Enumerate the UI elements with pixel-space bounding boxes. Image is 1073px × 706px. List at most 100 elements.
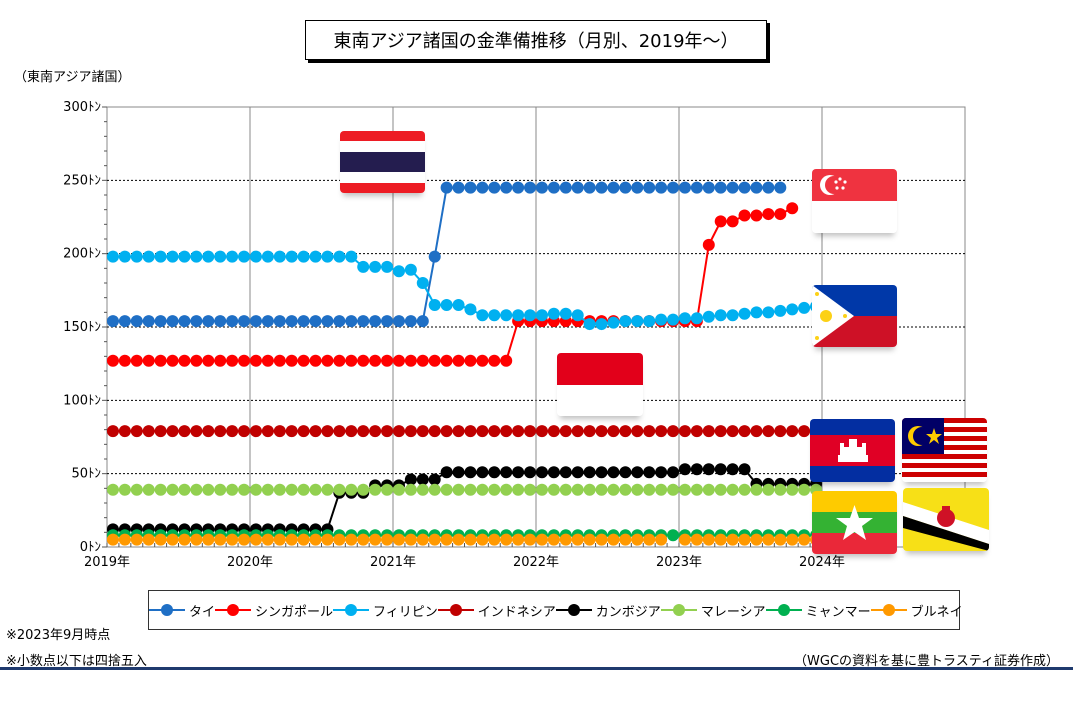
data-point xyxy=(750,181,763,194)
data-point xyxy=(786,425,799,438)
data-point xyxy=(643,315,656,328)
cambodia-flag xyxy=(810,419,895,482)
data-point xyxy=(249,354,262,367)
legend-swatch xyxy=(870,604,907,616)
data-point xyxy=(750,483,763,496)
data-point xyxy=(321,533,334,546)
data-point xyxy=(655,313,668,326)
data-point xyxy=(678,425,691,438)
data-point xyxy=(154,250,167,263)
data-point xyxy=(631,533,644,546)
legend-item: フィリピン xyxy=(333,601,438,620)
data-point xyxy=(333,425,346,438)
data-point xyxy=(202,315,215,328)
chart-legend: タイ シンガポール フィリピン インドネシア カンボジア マレーシア ミャンマー ブルネイ xyxy=(148,590,963,630)
data-point xyxy=(524,425,537,438)
data-point xyxy=(583,425,596,438)
data-point xyxy=(106,250,119,263)
data-point xyxy=(333,533,346,546)
data-point xyxy=(309,354,322,367)
data-point xyxy=(416,483,429,496)
data-point xyxy=(404,473,417,486)
data-point xyxy=(655,466,668,479)
data-point xyxy=(702,310,715,323)
data-point xyxy=(404,533,417,546)
y-tick-label: 200ﾄﾝ xyxy=(63,247,101,262)
data-point xyxy=(655,483,668,496)
data-point xyxy=(583,483,596,496)
data-point xyxy=(249,425,262,438)
data-point xyxy=(154,315,167,328)
indonesia-flag-graphic xyxy=(557,353,643,416)
data-point xyxy=(106,483,119,496)
data-point xyxy=(440,181,453,194)
data-point xyxy=(619,466,632,479)
legend-swatch xyxy=(437,604,474,616)
data-point xyxy=(786,533,799,546)
data-point xyxy=(547,425,560,438)
data-point xyxy=(381,425,394,438)
data-point xyxy=(690,181,703,194)
data-point xyxy=(238,354,251,367)
singapore-flag-graphic xyxy=(812,169,897,233)
data-point xyxy=(285,315,298,328)
data-point xyxy=(178,533,191,546)
data-point xyxy=(261,533,274,546)
data-point xyxy=(440,425,453,438)
data-point xyxy=(571,181,584,194)
data-point xyxy=(404,315,417,328)
data-point xyxy=(535,483,548,496)
data-point xyxy=(690,483,703,496)
data-point xyxy=(690,312,703,325)
data-point xyxy=(369,533,382,546)
data-point xyxy=(238,250,251,263)
data-point xyxy=(667,425,680,438)
data-point xyxy=(571,466,584,479)
data-point xyxy=(762,425,775,438)
data-point xyxy=(631,483,644,496)
data-point xyxy=(297,354,310,367)
legend-item: マレーシア xyxy=(660,601,766,620)
data-point xyxy=(786,483,799,496)
data-point xyxy=(607,533,620,546)
data-point xyxy=(321,483,334,496)
note-as-of: ※2023年9月時点 xyxy=(6,628,111,643)
data-point xyxy=(416,354,429,367)
data-point xyxy=(166,533,179,546)
legend-label: ブルネイ xyxy=(910,604,963,620)
data-point xyxy=(369,354,382,367)
data-point xyxy=(512,466,525,479)
data-point xyxy=(214,354,227,367)
data-point xyxy=(678,483,691,496)
x-tick-label: 2023年 xyxy=(656,555,702,570)
data-point xyxy=(583,533,596,546)
data-point xyxy=(166,354,179,367)
data-point xyxy=(309,425,322,438)
data-point xyxy=(476,466,489,479)
data-point xyxy=(571,425,584,438)
data-point xyxy=(738,209,751,222)
legend-item: ミャンマー xyxy=(765,601,871,620)
data-point xyxy=(118,425,131,438)
data-point xyxy=(357,483,370,496)
data-point xyxy=(643,533,656,546)
data-point xyxy=(357,315,370,328)
data-point xyxy=(392,533,405,546)
data-point xyxy=(738,483,751,496)
data-point xyxy=(595,425,608,438)
data-point xyxy=(702,425,715,438)
data-point xyxy=(762,181,775,194)
brunei-flag xyxy=(903,488,989,551)
data-point xyxy=(488,309,501,322)
data-point xyxy=(297,425,310,438)
data-point xyxy=(488,483,501,496)
data-point xyxy=(345,315,358,328)
data-point xyxy=(321,354,334,367)
data-point xyxy=(667,313,680,326)
data-point xyxy=(285,425,298,438)
data-point xyxy=(369,260,382,273)
data-point xyxy=(571,309,584,322)
data-point xyxy=(500,354,513,367)
data-point xyxy=(226,250,239,263)
data-point xyxy=(309,483,322,496)
